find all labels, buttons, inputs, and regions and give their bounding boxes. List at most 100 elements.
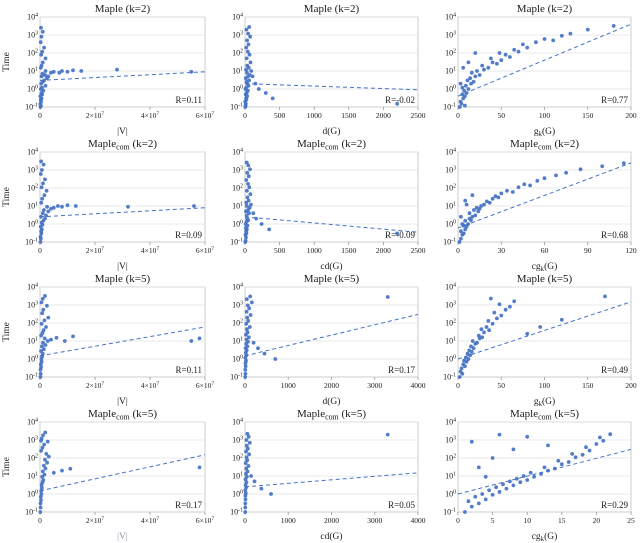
y-tick-label: 104 xyxy=(232,282,243,291)
x-tick-label: 90 xyxy=(584,246,592,255)
y-tick-label: 103 xyxy=(27,165,38,174)
y-tick-label: 100 xyxy=(445,219,456,228)
plot-title: Maple (k=5) xyxy=(517,273,573,285)
x-tick-label: 2×107 xyxy=(86,381,104,390)
y-tick-label: 102 xyxy=(27,453,38,462)
y-tick-label: 100 xyxy=(232,84,243,93)
trend-line xyxy=(457,23,632,97)
x-tick-label: 6×107 xyxy=(196,516,214,525)
y-tick-label: 102 xyxy=(27,48,38,57)
y-tick-label: 103 xyxy=(445,165,456,174)
y-tick-label: 100 xyxy=(27,489,38,498)
y-tick-label: 101 xyxy=(445,201,456,210)
x-tick-label: 0 xyxy=(38,246,42,255)
x-axis-label: |V| xyxy=(117,262,128,272)
x-tick-label: 1000 xyxy=(307,246,322,255)
plot-title: Maplecom (k=5) xyxy=(510,408,579,421)
plot-area xyxy=(457,151,632,243)
y-tick-label: 104 xyxy=(27,417,38,426)
scatter-points xyxy=(457,161,626,244)
y-tick-label: 102 xyxy=(445,453,456,462)
x-axis-tick-labels: 0 5 10 15 20 25 xyxy=(456,512,635,525)
y-tick-label: 10-1 xyxy=(230,507,243,516)
subplot-maplecom-k2-vs-cgk: 10-1 100 101 102 103 104 0 30 60 90 120 R=0.68 Maple… xyxy=(443,138,637,273)
subplot-maple-k2-vs-gk: 10-1 100 101 102 103 104 0 50 100 150 200 R=0.77 Map… xyxy=(443,3,637,138)
y-tick-label: 101 xyxy=(27,66,38,75)
plot-area xyxy=(244,286,419,378)
subplot-maplecom-k5-vs-v: 10-1 100 101 102 103 104 0 2×107 4×107 6×107 R=0.1… xyxy=(2,408,214,542)
plot-title: Maple (k=5) xyxy=(304,273,360,285)
y-tick-label: 100 xyxy=(27,219,38,228)
x-tick-label: 1000 xyxy=(281,381,296,390)
y-tick-label: 102 xyxy=(232,318,243,327)
x-tick-label: 4×107 xyxy=(141,246,159,255)
y-tick-label: 103 xyxy=(27,30,38,39)
y-gridlines xyxy=(245,421,418,495)
x-tick-label: 1000 xyxy=(281,516,296,525)
y-axis-tick-labels: 10-1 100 101 102 103 104 xyxy=(25,12,38,111)
y-tick-label: 102 xyxy=(445,48,456,57)
plot-title: Maple (k=2) xyxy=(95,3,151,15)
x-tick-label: 200 xyxy=(625,381,637,390)
y-tick-label: 100 xyxy=(445,84,456,93)
y-tick-label: 104 xyxy=(232,12,243,21)
y-gridlines xyxy=(245,286,418,360)
x-axis-label: |V| xyxy=(117,127,128,137)
x-tick-label: 30 xyxy=(498,246,506,255)
y-gridlines xyxy=(245,16,418,90)
plot-area xyxy=(39,286,206,378)
r-value: R=-0.02 xyxy=(385,95,415,105)
y-axis-tick-labels: 10-1 100 101 102 103 104 xyxy=(230,282,243,381)
subplot-maple-k2-vs-d: 10-1 100 101 102 103 104 0 500 1000 1500 2000 2500 R… xyxy=(230,3,426,137)
x-tick-label: 100 xyxy=(539,111,551,120)
x-tick-label: 50 xyxy=(498,381,506,390)
x-tick-label: 500 xyxy=(274,246,286,255)
x-axis-label: cgk(G) xyxy=(532,261,558,273)
plot-title: Maple (k=5) xyxy=(95,273,151,285)
y-gridlines xyxy=(40,151,205,225)
y-axis-tick-labels: 10-1 100 101 102 103 104 xyxy=(25,417,38,516)
scatter-points xyxy=(243,25,400,109)
trend-line xyxy=(244,313,419,357)
y-tick-label: 103 xyxy=(445,300,456,309)
plot-title: Maplecom (k=5) xyxy=(297,408,366,421)
x-tick-label: 1000 xyxy=(307,111,322,120)
x-axis-label: d(G) xyxy=(323,126,341,137)
y-tick-label: 100 xyxy=(445,354,456,363)
x-axis-label: cd(G) xyxy=(320,531,342,542)
x-tick-label: 50 xyxy=(498,111,506,120)
x-tick-label: 2000 xyxy=(376,246,391,255)
x-tick-label: 20 xyxy=(593,516,601,525)
x-axis-label: |V| xyxy=(117,397,128,407)
scatter-points xyxy=(38,430,202,514)
y-gridlines xyxy=(458,151,631,225)
subplot-maple-k5-vs-v: 10-1 100 101 102 103 104 0 2×107 4×107 6×107 R=0.1… xyxy=(2,273,214,407)
y-axis-label: Time xyxy=(2,52,12,72)
x-tick-label: 200 xyxy=(625,111,637,120)
x-axis-label: cd(G) xyxy=(320,261,342,272)
y-tick-label: 103 xyxy=(232,30,243,39)
y-tick-label: 101 xyxy=(27,201,38,210)
plot-area xyxy=(244,16,419,108)
y-axis-tick-labels: 10-1 100 101 102 103 104 xyxy=(443,12,456,111)
y-tick-label: 100 xyxy=(27,354,38,363)
y-tick-label: 102 xyxy=(445,183,456,192)
scatter-points xyxy=(243,160,400,244)
y-axis-tick-labels: 10-1 100 101 102 103 104 xyxy=(443,147,456,246)
scatter-points xyxy=(38,159,196,244)
subplot-maplecom-k5-vs-cd: 10-1 100 101 102 103 104 0 1000 2000 3000 4000 R=0.… xyxy=(230,408,426,542)
y-tick-label: 104 xyxy=(27,282,38,291)
x-tick-label: 2000 xyxy=(324,516,339,525)
r-value: R=0.11 xyxy=(176,95,203,105)
y-tick-label: 103 xyxy=(27,435,38,444)
y-tick-label: 101 xyxy=(27,336,38,345)
y-tick-label: 100 xyxy=(445,489,456,498)
trend-line xyxy=(457,448,632,495)
y-tick-label: 104 xyxy=(445,417,456,426)
plot-area xyxy=(39,16,206,108)
scatter-points xyxy=(38,25,194,109)
x-tick-label: 1500 xyxy=(341,246,356,255)
y-tick-label: 101 xyxy=(445,471,456,480)
x-tick-label: 150 xyxy=(582,111,594,120)
